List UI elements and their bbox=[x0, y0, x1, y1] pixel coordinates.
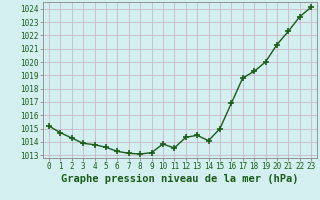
X-axis label: Graphe pression niveau de la mer (hPa): Graphe pression niveau de la mer (hPa) bbox=[61, 174, 299, 184]
